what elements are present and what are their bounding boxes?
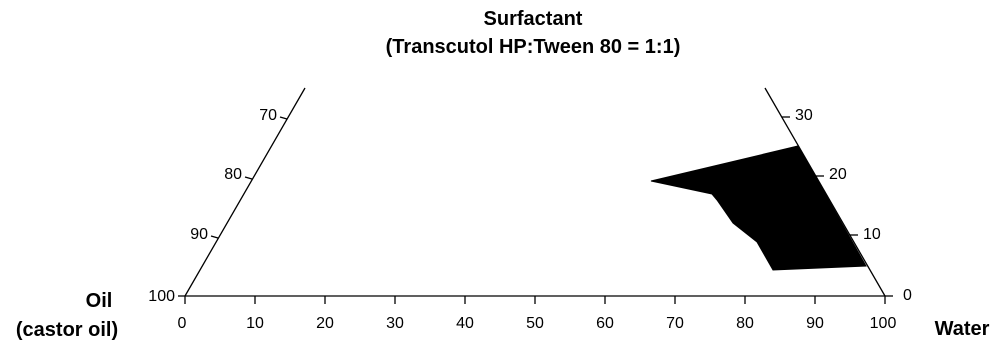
left-tick: 80 <box>224 166 253 183</box>
left-tick-label: 100 <box>148 288 175 305</box>
bottom-tick-label: 50 <box>526 315 544 332</box>
corner-label-oil-sub: (castor oil) <box>16 319 118 341</box>
right-tick: 20 <box>816 166 847 183</box>
left-tick: 90 <box>190 226 219 243</box>
bottom-tick: 90 <box>806 296 824 332</box>
corner-label-water: Water <box>935 318 990 340</box>
left-tick-label: 70 <box>259 107 277 124</box>
bottom-tick-label: 10 <box>246 315 264 332</box>
diagram-title-line2: (Transcutol HP:Tween 80 = 1:1) <box>386 36 681 58</box>
left-tick: 70 <box>259 107 288 124</box>
bottom-tick: 50 <box>526 296 544 332</box>
bottom-tick-label: 60 <box>596 315 614 332</box>
bottom-tick-label: 0 <box>178 315 187 332</box>
right-tick-label: 30 <box>795 107 813 124</box>
bottom-tick: 60 <box>596 296 614 332</box>
bottom-tick: 100 <box>870 296 897 332</box>
right-tick-label: 10 <box>863 226 881 243</box>
bottom-tick-label: 80 <box>736 315 754 332</box>
right-axis-ticks: 30 20 10 0 <box>782 107 912 304</box>
bottom-tick-label: 90 <box>806 315 824 332</box>
bottom-tick: 40 <box>456 296 474 332</box>
corner-label-oil: Oil <box>86 290 113 312</box>
left-axis-line <box>184 87 306 297</box>
right-axis-line <box>764 87 886 297</box>
right-tick: 0 <box>885 287 912 304</box>
microemulsion-region <box>650 145 867 271</box>
bottom-tick: 10 <box>246 296 264 332</box>
bottom-tick-label: 30 <box>386 315 404 332</box>
left-axis-ticks: 70 80 90 100 <box>148 107 288 305</box>
bottom-tick: 80 <box>736 296 754 332</box>
right-tick-label: 0 <box>903 287 912 304</box>
bottom-tick: 0 <box>178 296 187 332</box>
bottom-tick: 20 <box>316 296 334 332</box>
bottom-tick-label: 40 <box>456 315 474 332</box>
bottom-tick-label: 70 <box>666 315 684 332</box>
bottom-tick-label: 100 <box>870 315 897 332</box>
diagram-title-line1: Surfactant <box>484 8 583 30</box>
right-tick: 10 <box>850 226 881 243</box>
left-tick-label: 80 <box>224 166 242 183</box>
bottom-tick: 30 <box>386 296 404 332</box>
bottom-axis-ticks: 0 10 20 30 40 50 60 70 <box>178 296 897 332</box>
bottom-tick: 70 <box>666 296 684 332</box>
right-tick-label: 20 <box>829 166 847 183</box>
right-tick: 30 <box>782 107 813 124</box>
left-tick: 100 <box>148 288 185 305</box>
left-tick-label: 90 <box>190 226 208 243</box>
bottom-tick-label: 20 <box>316 315 334 332</box>
